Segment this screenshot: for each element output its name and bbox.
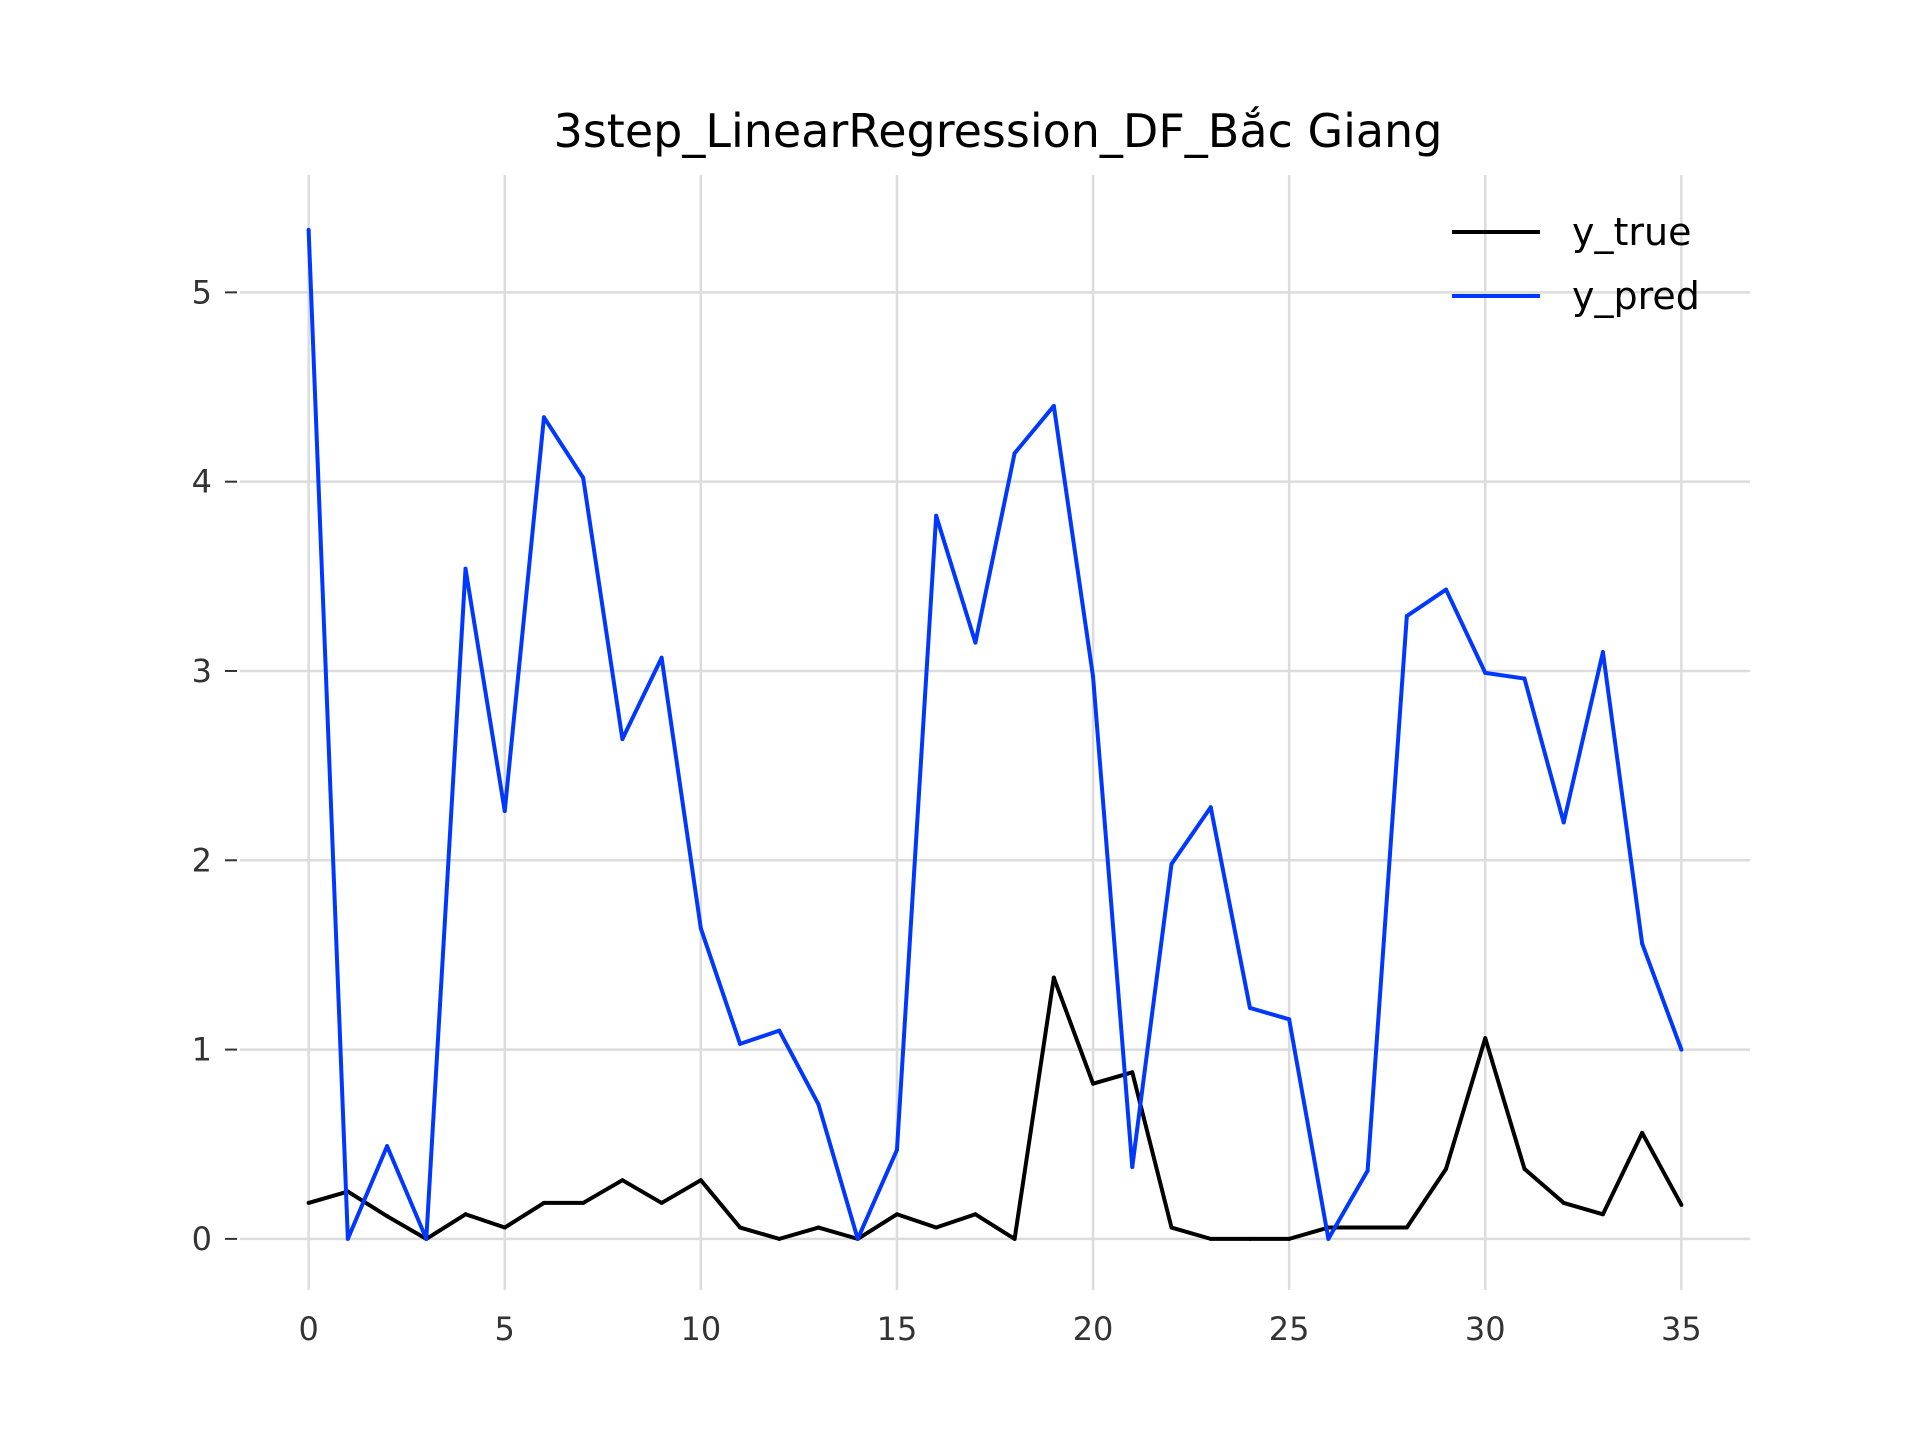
data-point-y_pred [541, 415, 546, 420]
series-lines [306, 227, 1684, 1241]
x-tick-label: 35 [1661, 1310, 1702, 1348]
data-point-y_true [463, 1212, 468, 1217]
data-point-y_true [698, 1178, 703, 1183]
data-point-y_true [1679, 1202, 1684, 1207]
data-point-y_true [1640, 1130, 1645, 1135]
data-point-y_true [777, 1236, 782, 1241]
data-point-y_true [1012, 1236, 1017, 1241]
series-line-y_true [308, 975, 1684, 1241]
data-point-y_pred [306, 227, 311, 232]
data-point-y_true [385, 1214, 390, 1219]
data-point-y_pred [894, 1147, 899, 1152]
x-tick-label: 10 [680, 1310, 721, 1348]
x-tick-label: 25 [1269, 1310, 1310, 1348]
data-point-y_pred [1561, 820, 1566, 825]
data-point-y_pred [502, 809, 507, 814]
data-point-y_pred [855, 1236, 860, 1241]
data-point-y_true [1169, 1225, 1174, 1230]
data-point-y_pred [1130, 1164, 1135, 1169]
data-point-y_pred [1091, 674, 1096, 679]
x-tick-label: 0 [298, 1310, 318, 1348]
data-point-y_pred [1169, 862, 1174, 867]
data-point-y_pred [934, 513, 939, 518]
data-point-y_pred [1012, 451, 1017, 456]
data-point-y_pred [738, 1041, 743, 1046]
x-tick-label: 5 [495, 1310, 515, 1348]
x-tick-label: 15 [877, 1310, 918, 1348]
data-point-y_true [1522, 1166, 1527, 1171]
data-point-y_true [1404, 1225, 1409, 1230]
data-point-y_true [1208, 1236, 1213, 1241]
y-tick-label: 2 [192, 841, 212, 879]
data-point-y_true [1091, 1081, 1096, 1086]
data-point-y_true [1247, 1236, 1252, 1241]
data-point-y_true [816, 1225, 821, 1230]
data-point-y_true [1444, 1166, 1449, 1171]
data-point-y_true [934, 1225, 939, 1230]
data-point-y_pred [1051, 403, 1056, 408]
data-point-y_pred [973, 640, 978, 645]
chart-title: 3step_LinearRegression_DF_Bắc Giang [554, 104, 1443, 158]
y-tick-label: 5 [192, 273, 212, 311]
y-tick-label: 3 [192, 652, 212, 690]
data-point-y_pred [1444, 587, 1449, 592]
legend: y_true y_pred [1452, 210, 1700, 318]
data-point-y_true [894, 1212, 899, 1217]
data-point-y_true [306, 1200, 311, 1205]
series-line-y_pred [306, 229, 1684, 1241]
data-point-y_pred [1679, 1047, 1684, 1052]
data-point-y_pred [581, 475, 586, 480]
data-point-y_pred [659, 655, 664, 660]
data-point-y_pred [1287, 1017, 1292, 1022]
data-point-y_true [973, 1212, 978, 1217]
data-point-y_pred [1522, 676, 1527, 681]
data-point-y_pred [1640, 941, 1645, 946]
data-point-y_true [1561, 1200, 1566, 1205]
data-point-y_pred [698, 926, 703, 931]
y-tick-label: 1 [192, 1031, 212, 1069]
data-point-y_pred [1326, 1236, 1331, 1241]
data-point-y_true [1130, 1070, 1135, 1075]
x-tick-label: 30 [1465, 1310, 1506, 1348]
data-point-y_true [1051, 975, 1056, 980]
data-point-y_true [738, 1225, 743, 1230]
grid [240, 175, 1750, 1290]
data-point-y_true [581, 1200, 586, 1205]
data-point-y_true [620, 1178, 625, 1183]
data-point-y_pred [424, 1236, 429, 1241]
data-point-y_pred [385, 1144, 390, 1149]
data-point-y_true [1365, 1225, 1370, 1230]
data-point-y_true [659, 1200, 664, 1205]
data-point-y_pred [1247, 1005, 1252, 1010]
legend-label-y_true: y_true [1572, 210, 1691, 254]
data-point-y_pred [1600, 650, 1605, 655]
data-point-y_pred [1208, 805, 1213, 810]
axes: 0 5 10 15 20 25 30 35 0 1 2 3 4 5 [192, 273, 1702, 1348]
data-point-y_pred [345, 1236, 350, 1241]
y-tick-label: 4 [192, 463, 212, 501]
data-point-y_true [502, 1225, 507, 1230]
y-tick-label: 0 [192, 1220, 212, 1258]
data-point-y_pred [1483, 670, 1488, 675]
data-point-y_pred [816, 1102, 821, 1107]
data-point-y_true [1483, 1036, 1488, 1041]
legend-label-y_pred: y_pred [1572, 274, 1700, 318]
data-point-y_true [541, 1200, 546, 1205]
x-tick-label: 20 [1073, 1310, 1114, 1348]
data-point-y_pred [463, 566, 468, 571]
data-point-y_pred [1365, 1168, 1370, 1173]
data-point-y_true [1287, 1236, 1292, 1241]
data-point-y_pred [777, 1028, 782, 1033]
data-point-y_pred [1404, 614, 1409, 619]
data-point-y_true [1600, 1212, 1605, 1217]
data-point-y_pred [620, 737, 625, 742]
